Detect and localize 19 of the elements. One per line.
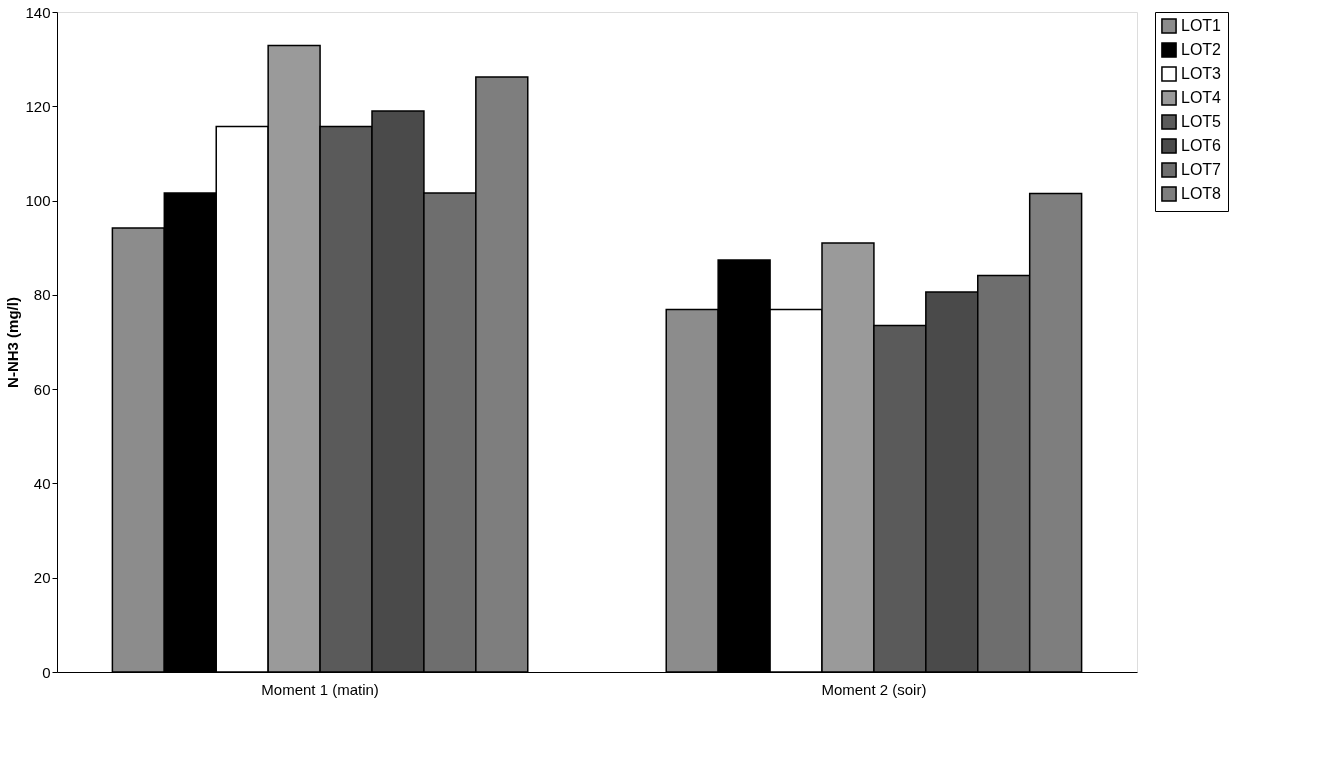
legend-label: LOT4	[1181, 89, 1222, 106]
legend-label: LOT1	[1181, 17, 1222, 34]
legend-label: LOT6	[1181, 137, 1222, 154]
y-tick-label: 60	[33, 380, 51, 398]
x-tick-label: Moment 2 (soir)	[821, 680, 927, 698]
x-tick-label: Moment 1 (matin)	[261, 680, 379, 698]
legend-label: LOT5	[1181, 113, 1222, 130]
legend-label: LOT3	[1181, 65, 1222, 82]
y-tick-label: 80	[33, 286, 51, 304]
legend-label: LOT2	[1181, 41, 1222, 58]
legend-label: LOT7	[1181, 161, 1222, 178]
y-tick-label: 100	[25, 192, 51, 210]
y-tick-label: 120	[25, 97, 51, 115]
legend-label: LOT8	[1181, 185, 1222, 202]
y-axis-title: N-NH3 (mg/l)	[4, 297, 22, 388]
y-tick-label: 140	[25, 3, 51, 21]
y-tick-label: 20	[33, 569, 51, 587]
y-tick-label: 40	[33, 474, 51, 492]
y-tick-label: 0	[42, 663, 51, 681]
